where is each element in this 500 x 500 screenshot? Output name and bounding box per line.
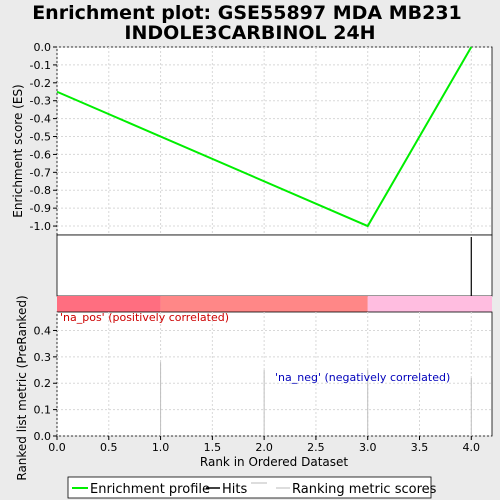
es-y-tick-label: -0.3 (30, 95, 51, 108)
es-y-tick-label: -0.8 (30, 184, 51, 197)
rank-x-tick-label: 3.5 (411, 441, 429, 454)
rank-y-tick-label: 0.3 (34, 351, 52, 364)
es-y-axis: 0.0 -0.1 -0.2 -0.3 -0.4 -0.5 -0.6 -0.7 -0.8 -0.9 -… (30, 41, 57, 233)
rank-y-tick-label: 0.4 (34, 324, 52, 337)
es-y-tick-label: -0.4 (30, 113, 51, 126)
rank-y-axis-label: Ranked list metric (PreRanked) (15, 295, 29, 480)
es-y-tick-label: -1.0 (30, 220, 51, 233)
rank-x-tick-label: 0.5 (100, 441, 118, 454)
rank-x-tick-label: 2.5 (307, 441, 325, 454)
rank-x-tick-label: 0.0 (48, 441, 66, 454)
rank-x-tick-label: 4.0 (463, 441, 481, 454)
heat-strip-segment (161, 296, 368, 312)
es-y-tick-label: -0.5 (30, 131, 51, 144)
heat-strip-segment (57, 296, 161, 312)
positive-correlation-label: 'na_pos' (positively correlated) (60, 311, 229, 324)
rank-x-axis-label: Rank in Ordered Dataset (200, 455, 348, 469)
rank-y-axis: 0.00.10.20.30.4 (34, 324, 58, 443)
rank-heat-strip (57, 296, 492, 312)
es-panel-background (57, 47, 492, 235)
es-y-axis-label: Enrichment score (ES) (11, 84, 25, 217)
rank-x-axis: 0.0 0.5 1.0 1.5 2.0 2.5 3.0 3.5 4.0 (48, 436, 480, 454)
es-y-tick-label: 0.0 (34, 41, 52, 54)
rank-x-tick-label: 2.0 (255, 441, 273, 454)
rank-y-tick-label: 0.2 (34, 377, 52, 390)
rank-x-tick-label: 1.5 (204, 441, 222, 454)
rank-x-tick-label: 1.0 (152, 441, 170, 454)
chart-title-line1: Enrichment plot: GSE55897 MDA MB231 (32, 2, 462, 24)
heat-strip-segment (368, 296, 492, 312)
legend-label: Ranking metric scores (292, 482, 437, 497)
es-y-tick-label: -0.6 (30, 148, 51, 161)
hits-panel-background (57, 235, 492, 296)
rank-x-tick-label: 3.0 (359, 441, 377, 454)
es-y-tick-label: -0.1 (30, 59, 51, 72)
legend-label: Hits (222, 482, 247, 497)
es-y-tick-label: -0.2 (30, 77, 51, 90)
rank-y-tick-label: 0.1 (34, 404, 52, 417)
es-y-tick-label: -0.7 (30, 166, 51, 179)
chart-title-line2: INDOLE3CARBINOL 24H (124, 22, 375, 44)
negative-correlation-label: 'na_neg' (negatively correlated) (275, 371, 450, 384)
es-y-tick-label: -0.9 (30, 202, 51, 215)
legend-label: Enrichment profile (90, 482, 210, 497)
